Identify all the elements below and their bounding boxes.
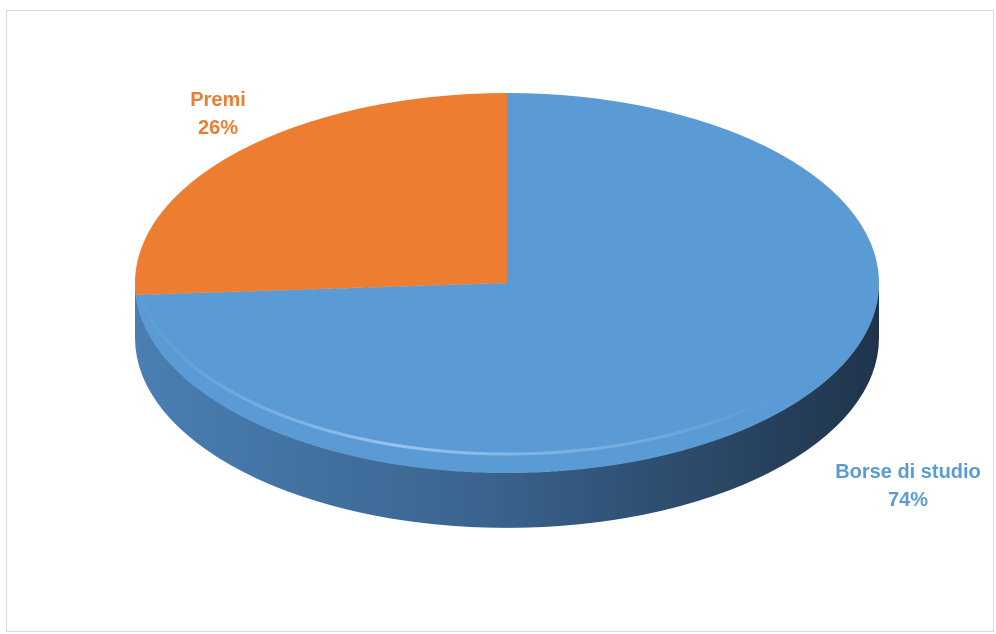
slice-label-borse-di-studio: Borse di studio 74% xyxy=(835,461,981,511)
pie-side-wall xyxy=(135,283,879,528)
pie-slice-borse-di-studio xyxy=(135,93,879,473)
pie-rim-highlight xyxy=(133,273,881,456)
pie-slice-premi xyxy=(135,93,507,295)
slice-label-premi: Premi 26% xyxy=(190,89,246,139)
